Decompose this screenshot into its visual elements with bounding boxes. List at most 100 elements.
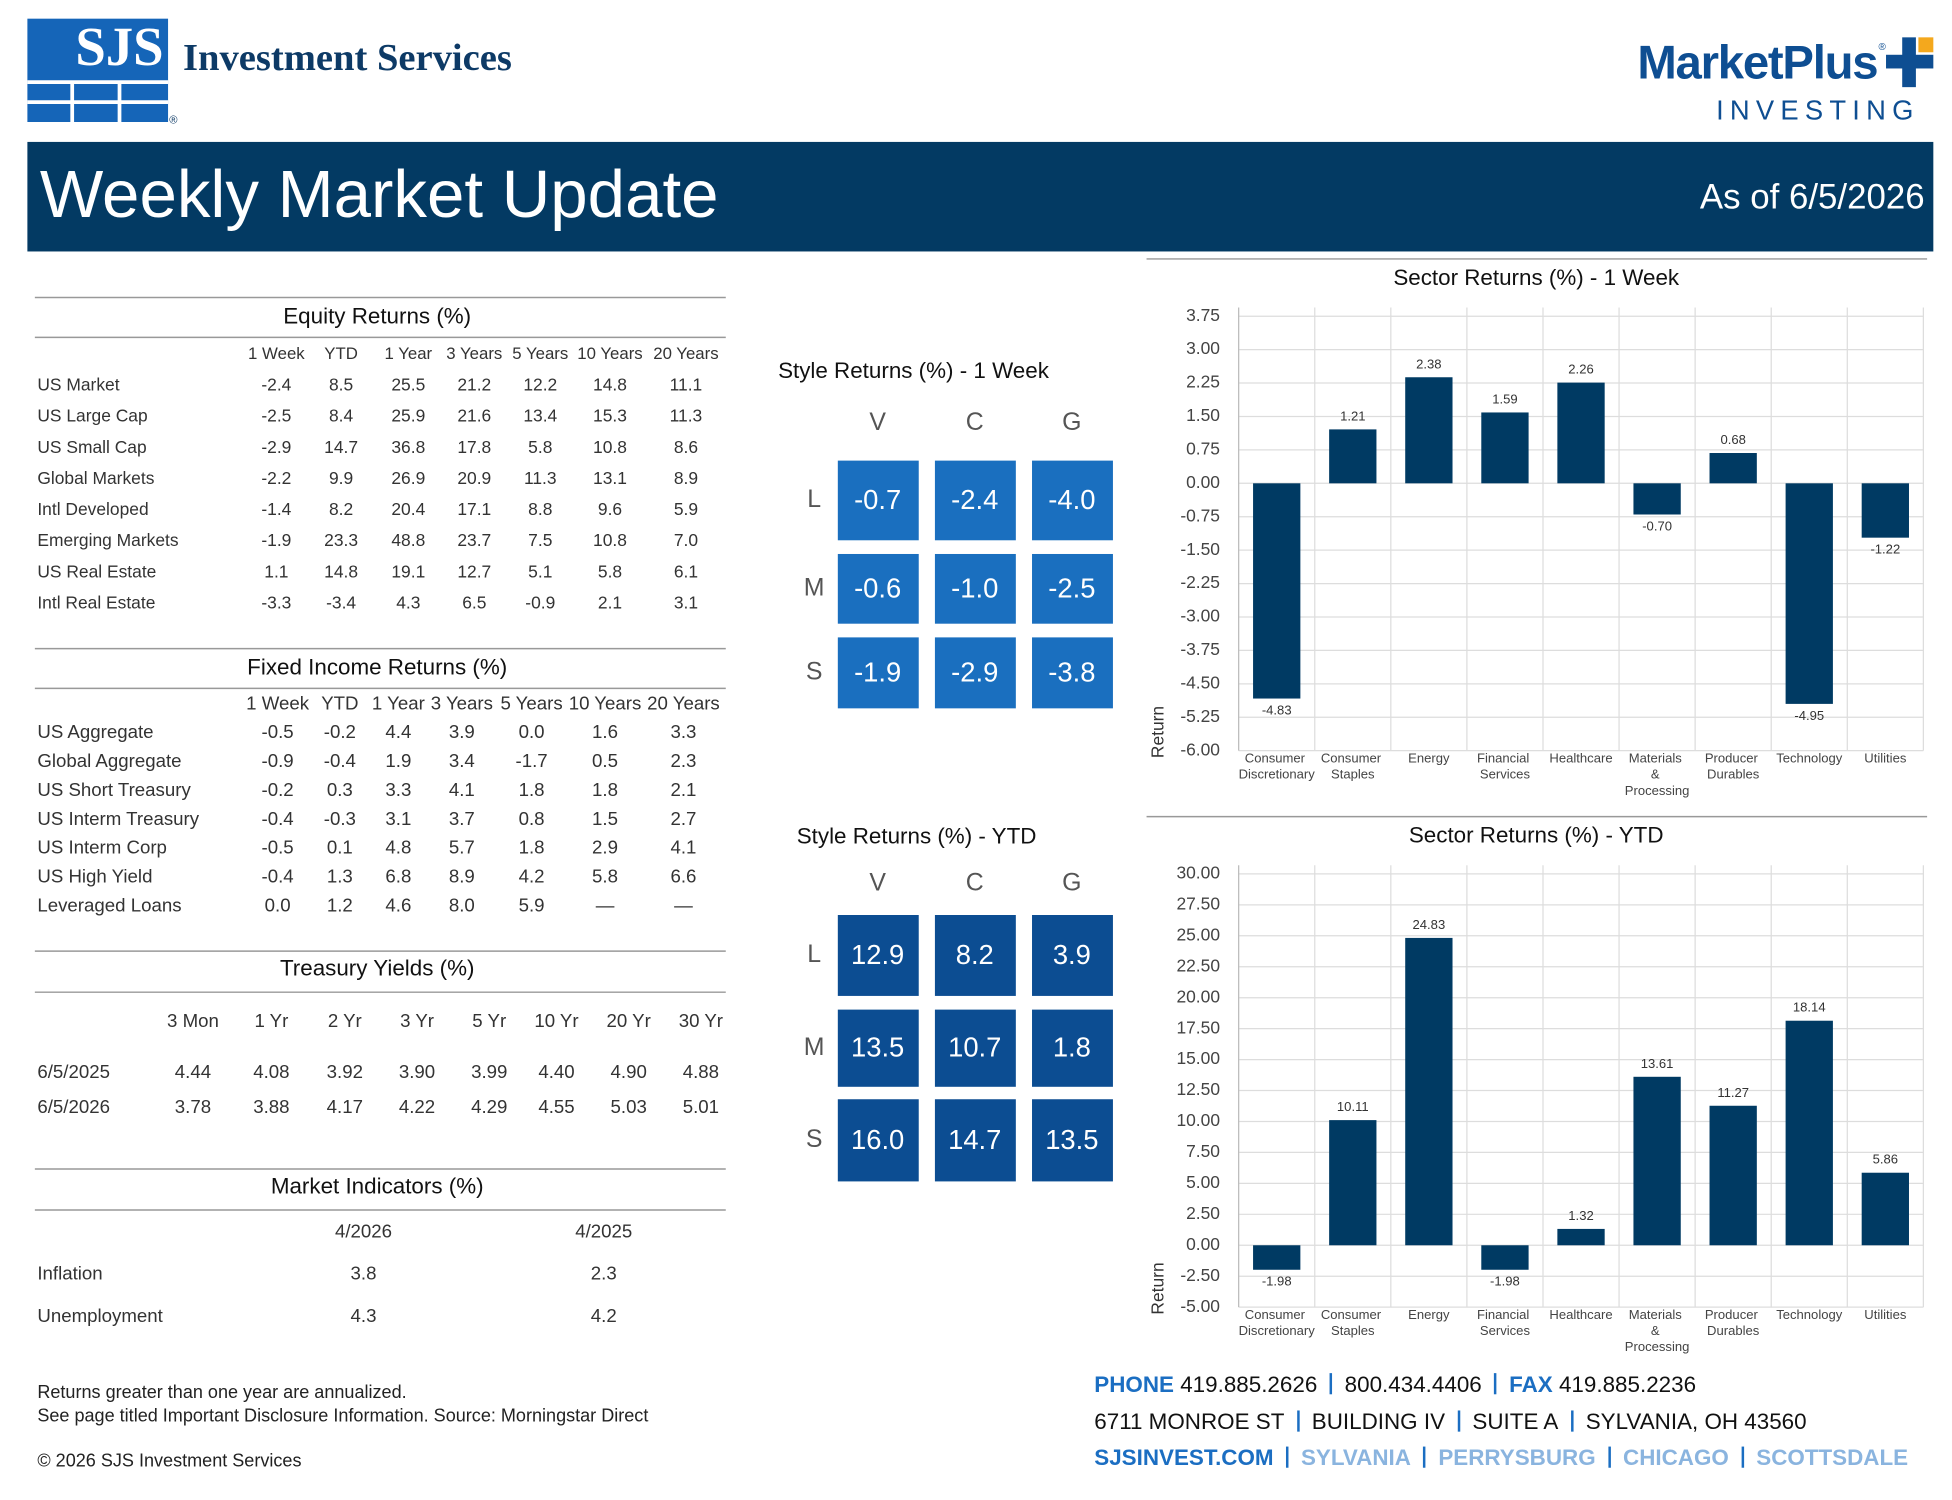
row-label: Intl Real Estate	[37, 592, 155, 612]
cell: -0.2	[262, 779, 294, 800]
location[interactable]: SYLVANIA	[1300, 1445, 1411, 1471]
style-cell	[837, 553, 919, 624]
style-value: -1.0	[951, 572, 998, 603]
address: SYLVANIA, OH 43560	[1585, 1408, 1807, 1434]
cell: 5.7	[449, 837, 475, 858]
row-label: US Interm Treasury	[37, 808, 199, 829]
bar	[1557, 1228, 1605, 1246]
cell: -1.4	[261, 499, 291, 519]
cell: 3.7	[449, 808, 475, 829]
bar	[1861, 1172, 1909, 1246]
cell: 11.3	[524, 468, 557, 488]
column-header: 1 Yr	[254, 1010, 288, 1031]
value-label: 1.21	[1340, 408, 1365, 423]
x-tick-label: Materials & Processing	[1625, 751, 1690, 798]
value-label: 1.59	[1492, 391, 1517, 406]
bar	[1253, 1245, 1301, 1270]
cell: 17.1	[457, 499, 491, 519]
row-label: Emerging Markets	[37, 530, 179, 550]
contact-line: PHONE 419.885.2626 800.434.4406 FAX 419.88…	[1094, 1367, 1908, 1404]
cell: 2.7	[670, 808, 696, 829]
cell: 2.1	[670, 779, 696, 800]
bar	[1405, 937, 1453, 1246]
cell: 3.4	[449, 750, 475, 771]
row-label: US Real Estate	[37, 561, 156, 581]
cell: 8.9	[674, 468, 698, 488]
bar	[1481, 412, 1529, 484]
website[interactable]: SJSINVEST.COM	[1094, 1445, 1274, 1471]
cell: 4.3	[351, 1305, 377, 1326]
cell: 1.6	[592, 721, 618, 742]
value-label: -1.98	[1490, 1274, 1520, 1289]
cell: 8.0	[449, 894, 475, 915]
cell: 6.8	[385, 866, 411, 887]
cell: -0.4	[262, 866, 294, 887]
style-value: -3.8	[1048, 656, 1095, 687]
column-header: 5 Years	[512, 344, 568, 363]
cell: 2.1	[598, 592, 622, 612]
cell: 3.8	[351, 1263, 377, 1284]
cell: 4.40	[538, 1061, 574, 1082]
cell: 8.8	[528, 499, 552, 519]
cell: 14.8	[324, 561, 358, 581]
cell: 10.8	[593, 530, 627, 550]
section-title: Fixed Income Returns (%)	[247, 654, 507, 679]
separator	[1494, 1373, 1497, 1395]
cell: 12.2	[523, 375, 557, 395]
plus-icon	[1918, 37, 1934, 53]
plus-icon	[1886, 54, 1934, 69]
location[interactable]: CHICAGO	[1623, 1445, 1729, 1471]
cell: 3.78	[175, 1096, 211, 1117]
x-tick-label: Utilities	[1864, 1307, 1907, 1322]
column-header: 4/2026	[335, 1220, 392, 1241]
cell: -0.4	[262, 808, 294, 829]
cell: 25.9	[391, 406, 425, 426]
cell: -0.5	[262, 837, 294, 858]
cell: 3.1	[385, 808, 411, 829]
y-tick-label: 3.75	[1186, 305, 1220, 325]
style-row: L	[807, 485, 821, 513]
y-tick-label: 0.00	[1186, 1234, 1220, 1254]
style-cell	[837, 915, 919, 996]
row-label: US High Yield	[37, 866, 152, 887]
y-tick-label: 3.00	[1186, 338, 1220, 358]
style-cell	[934, 553, 1016, 624]
bar	[1785, 483, 1833, 704]
cell: 4.29	[471, 1096, 507, 1117]
cell: 13.1	[593, 468, 627, 488]
section-title: Market Indicators (%)	[271, 1174, 484, 1199]
cell: 4.6	[385, 894, 411, 915]
column-header: 2 Yr	[328, 1010, 362, 1031]
address: BUILDING IV	[1311, 1408, 1446, 1434]
cell: 0.3	[327, 779, 353, 800]
column-header: 20 Years	[647, 693, 720, 714]
bar	[1329, 429, 1377, 484]
style-cell	[934, 637, 1016, 709]
cell: 4.88	[683, 1061, 719, 1082]
style-value: 1.8	[1053, 1032, 1091, 1063]
y-tick-label: 12.50	[1176, 1079, 1220, 1099]
separator	[1423, 1446, 1426, 1468]
style-value: 8.2	[956, 939, 994, 970]
x-tick-label: Consumer Discretionary	[1239, 1307, 1316, 1338]
cell: 9.6	[598, 499, 622, 519]
cell: 14.8	[593, 375, 627, 395]
cell: 36.8	[391, 437, 425, 457]
cell: 4.8	[385, 837, 411, 858]
value-label: 11.27	[1717, 1085, 1749, 1100]
location[interactable]: PERRYSBURG	[1438, 1445, 1596, 1471]
row-label: Leveraged Loans	[37, 894, 181, 915]
value-label: -0.70	[1642, 518, 1672, 533]
cell: 13.4	[523, 406, 557, 426]
bar	[1633, 1076, 1681, 1246]
cell: -3.4	[326, 592, 356, 612]
y-tick-label: -2.25	[1180, 572, 1220, 592]
cell: 1.5	[592, 808, 618, 829]
bar	[1405, 377, 1453, 484]
style-column: V	[869, 868, 886, 896]
cell: 25.5	[391, 375, 425, 395]
location[interactable]: SCOTTSDALE	[1756, 1445, 1909, 1471]
cell: 48.8	[391, 530, 425, 550]
